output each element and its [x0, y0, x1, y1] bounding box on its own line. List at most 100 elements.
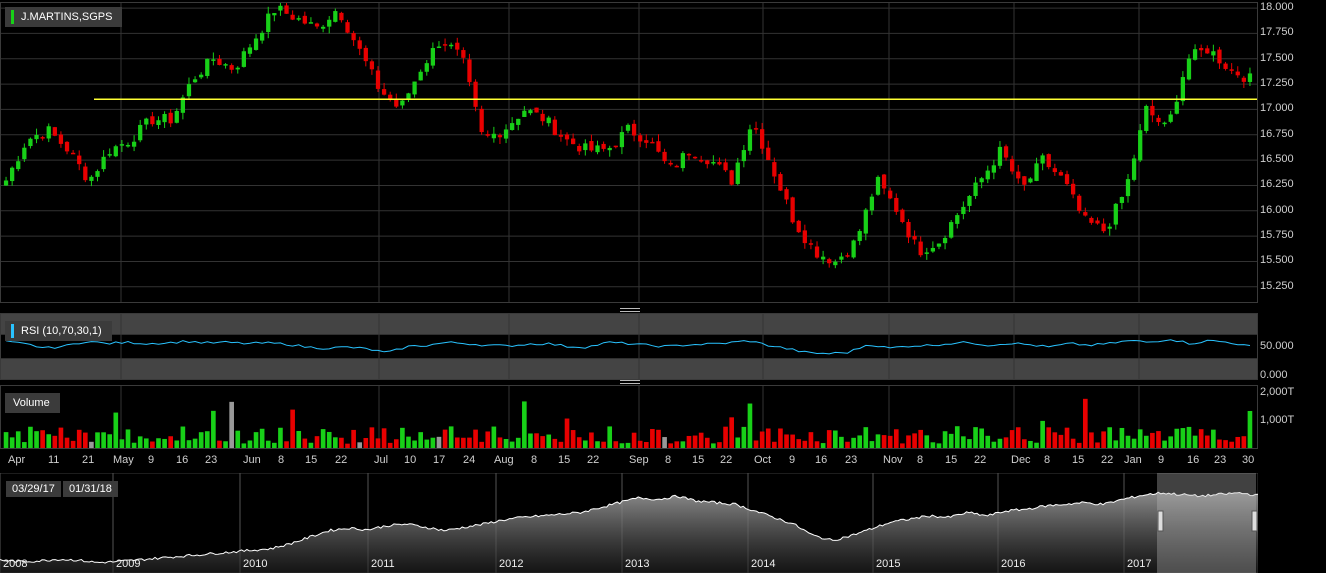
volume-bar: [942, 431, 948, 448]
candle-body: [699, 160, 704, 162]
candle-body: [34, 134, 39, 140]
price-tick-label: 17.000: [1260, 102, 1294, 115]
volume-bar: [467, 437, 472, 448]
symbol-legend[interactable]: J.MARTINS,SGPS: [5, 7, 123, 27]
date-tick-label: 24: [463, 454, 475, 466]
candle-body: [546, 117, 551, 124]
volume-bar: [156, 438, 161, 448]
volume-legend[interactable]: Volume: [5, 393, 60, 413]
candle-body: [1192, 49, 1198, 60]
volume-bar: [278, 427, 283, 448]
volume-bar: [247, 440, 253, 448]
candle-body: [644, 140, 649, 143]
candle-body: [753, 128, 759, 130]
volume-bar: [326, 431, 332, 448]
rsi-legend[interactable]: RSI (10,70,30,1): [5, 321, 112, 341]
volume-bar: [125, 429, 131, 448]
candle-body: [1083, 212, 1088, 216]
candle-body: [144, 118, 149, 125]
rsi-color-swatch: [11, 324, 14, 338]
candle-body: [168, 112, 173, 124]
price-tick-label: 15.750: [1260, 229, 1294, 242]
candle-body: [211, 59, 216, 61]
volume-bar: [668, 443, 673, 448]
candle-body: [491, 133, 496, 139]
candle-body: [125, 144, 131, 147]
volume-bar: [918, 429, 923, 448]
candle-body: [1077, 195, 1082, 211]
candle-body: [1101, 223, 1106, 232]
volume-bar: [753, 440, 759, 448]
candle-body: [22, 147, 27, 160]
candle-body: [869, 196, 875, 211]
date-tick-label: Jul: [374, 454, 388, 466]
volume-bar: [119, 439, 125, 448]
candle-body: [845, 255, 850, 257]
candle-body: [485, 134, 490, 136]
candle-body: [162, 114, 167, 123]
volume-bar: [723, 426, 728, 448]
navigator-handle[interactable]: [1251, 510, 1258, 532]
candle-body: [95, 171, 100, 177]
range-end-label[interactable]: 01/31/18: [63, 481, 118, 497]
candle-body: [540, 113, 545, 122]
date-tick-label: 9: [789, 454, 795, 466]
candle-body: [747, 129, 753, 151]
panel-resize-handle-2[interactable]: [620, 380, 640, 384]
candle-body: [979, 178, 984, 183]
volume-bar: [357, 442, 363, 448]
volume-bar: [589, 432, 594, 448]
volume-bar: [765, 428, 771, 448]
candle-body: [918, 241, 923, 256]
navigator-handle[interactable]: [1157, 510, 1164, 532]
candle-body: [766, 147, 771, 161]
panel-resize-handle[interactable]: [620, 308, 640, 312]
volume-bar: [680, 441, 686, 448]
volume-bar: [1101, 431, 1106, 448]
candle-body: [119, 144, 125, 146]
candle-body: [1217, 49, 1222, 64]
date-tick-label: 22: [1101, 454, 1113, 466]
volume-bar: [601, 441, 606, 448]
range-navigator[interactable]: 2008 2009 2010 2011 2012 2013 2014 2015 2016 2017: [0, 473, 1258, 573]
candle-body: [961, 206, 966, 215]
candle-body: [894, 197, 899, 212]
volume-bar: [381, 428, 387, 448]
price-panel[interactable]: J.MARTINS,SGPS: [0, 0, 1258, 303]
volume-bar: [778, 428, 783, 448]
rsi-oversold-zone: [1, 358, 1257, 379]
candle-body: [400, 100, 405, 106]
volume-bar: [1180, 428, 1186, 448]
candle-body: [784, 189, 789, 200]
volume-bar: [613, 441, 619, 448]
volume-bar: [137, 436, 143, 448]
candle-body: [668, 162, 673, 165]
volume-bar: [875, 434, 881, 448]
volume-panel[interactable]: Volume: [0, 385, 1258, 449]
volume-bar: [302, 438, 308, 448]
volume-bar: [985, 435, 991, 448]
candle-body: [936, 243, 942, 247]
candle-body: [461, 50, 466, 58]
volume-bar: [1003, 437, 1009, 448]
date-tick-label: 8: [531, 454, 537, 466]
volume-bar: [497, 437, 503, 448]
candle-body: [1113, 203, 1118, 225]
volume-bar: [930, 442, 936, 448]
candle-body: [564, 134, 570, 140]
date-tick-label: 9: [1158, 454, 1164, 466]
candlestick-chart[interactable]: [1, 0, 1257, 302]
date-tick-label: 11: [48, 454, 59, 466]
volume-bar: [509, 441, 515, 448]
candle-body: [674, 165, 679, 168]
navigator-year-label: 2011: [371, 558, 395, 570]
candle-body: [388, 94, 393, 100]
volume-bar: [351, 429, 356, 448]
range-start-label[interactable]: 03/29/17: [6, 481, 61, 497]
candle-body: [339, 12, 344, 21]
rsi-panel[interactable]: RSI (10,70,30,1): [0, 313, 1258, 380]
candle-body: [1205, 48, 1210, 54]
candle-body: [77, 155, 82, 165]
candle-body: [808, 243, 814, 245]
volume-bar: [461, 437, 466, 448]
